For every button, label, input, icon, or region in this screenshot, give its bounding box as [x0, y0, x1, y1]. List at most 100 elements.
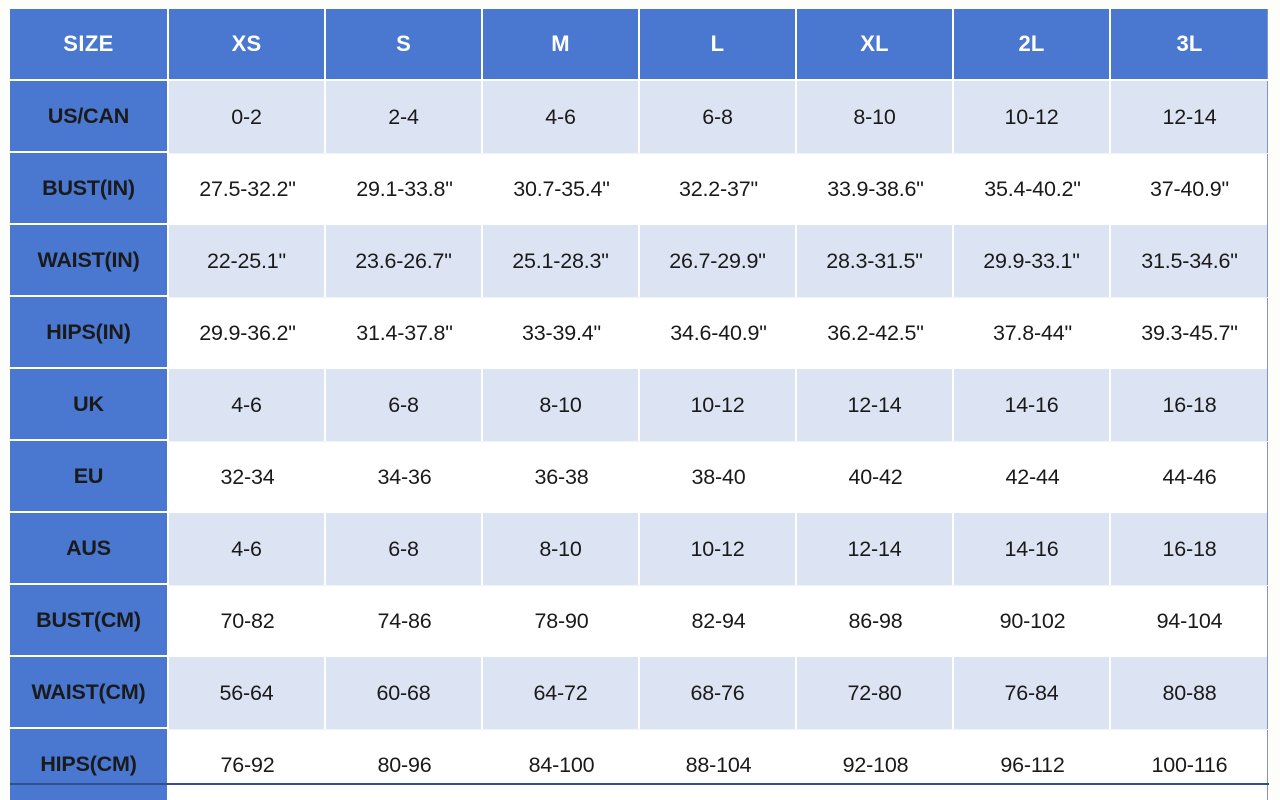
size-chart: SIZE XS S M L XL 2L 3L US/CAN 0-2 2-4 4-6 6-8 8-10 10-…: [10, 9, 1269, 800]
size-chart-body: SIZE XS S M L XL 2L 3L US/CAN 0-2 2-4 4-6 6-8 8-10 10-…: [10, 9, 1268, 800]
cell-4-4: 12-14: [797, 369, 954, 441]
table-bottom-rule: [10, 783, 1269, 785]
cell-9-3: 88-104: [640, 729, 797, 800]
cell-9-4: 92-108: [797, 729, 954, 800]
cell-3-2: 33-39.4": [483, 297, 640, 369]
cell-4-1: 6-8: [326, 369, 483, 441]
row-header-eu: EU: [10, 441, 169, 513]
cell-8-2: 64-72: [483, 657, 640, 729]
cell-1-6: 37-40.9": [1111, 153, 1268, 225]
cell-4-5: 14-16: [954, 369, 1111, 441]
cell-8-4: 72-80: [797, 657, 954, 729]
column-header-xs: XS: [169, 9, 326, 81]
cell-9-1: 80-96: [326, 729, 483, 800]
cell-7-1: 74-86: [326, 585, 483, 657]
row-header-waist-cm: WAIST(CM): [10, 657, 169, 729]
cell-9-6: 100-116: [1111, 729, 1268, 800]
cell-1-2: 30.7-35.4": [483, 153, 640, 225]
cell-3-5: 37.8-44": [954, 297, 1111, 369]
table-row: EU 32-34 34-36 36-38 38-40 40-42 42-44 44-46: [10, 441, 1268, 513]
column-header-3l: 3L: [1111, 9, 1268, 81]
table-row: WAIST(IN) 22-25.1" 23.6-26.7" 25.1-28.3" 26.…: [10, 225, 1268, 297]
column-header-s: S: [326, 9, 483, 81]
cell-7-5: 90-102: [954, 585, 1111, 657]
cell-4-2: 8-10: [483, 369, 640, 441]
table-row: HIPS(CM) 76-92 80-96 84-100 88-104 92-108 96-1…: [10, 729, 1268, 800]
cell-4-6: 16-18: [1111, 369, 1268, 441]
row-header-bust-cm: BUST(CM): [10, 585, 169, 657]
cell-2-1: 23.6-26.7": [326, 225, 483, 297]
size-chart-table: SIZE XS S M L XL 2L 3L US/CAN 0-2 2-4 4-6 6-8 8-10 10-…: [10, 9, 1268, 800]
cell-6-3: 10-12: [640, 513, 797, 585]
row-header-aus: AUS: [10, 513, 169, 585]
cell-6-0: 4-6: [169, 513, 326, 585]
table-row: UK 4-6 6-8 8-10 10-12 12-14 14-16 16-18: [10, 369, 1268, 441]
cell-3-3: 34.6-40.9": [640, 297, 797, 369]
cell-7-3: 82-94: [640, 585, 797, 657]
cell-0-2: 4-6: [483, 81, 640, 153]
cell-2-5: 29.9-33.1": [954, 225, 1111, 297]
cell-1-1: 29.1-33.8": [326, 153, 483, 225]
cell-5-0: 32-34: [169, 441, 326, 513]
cell-0-4: 8-10: [797, 81, 954, 153]
cell-0-3: 6-8: [640, 81, 797, 153]
cell-9-2: 84-100: [483, 729, 640, 800]
cell-5-2: 36-38: [483, 441, 640, 513]
cell-7-6: 94-104: [1111, 585, 1268, 657]
column-header-2l: 2L: [954, 9, 1111, 81]
table-header-row: SIZE XS S M L XL 2L 3L: [10, 9, 1268, 81]
cell-8-0: 56-64: [169, 657, 326, 729]
row-header-waist-in: WAIST(IN): [10, 225, 169, 297]
table-row: AUS 4-6 6-8 8-10 10-12 12-14 14-16 16-18: [10, 513, 1268, 585]
cell-1-5: 35.4-40.2": [954, 153, 1111, 225]
cell-0-5: 10-12: [954, 81, 1111, 153]
column-header-xl: XL: [797, 9, 954, 81]
cell-5-1: 34-36: [326, 441, 483, 513]
cell-2-2: 25.1-28.3": [483, 225, 640, 297]
cell-0-6: 12-14: [1111, 81, 1268, 153]
cell-7-2: 78-90: [483, 585, 640, 657]
cell-3-4: 36.2-42.5": [797, 297, 954, 369]
cell-2-6: 31.5-34.6": [1111, 225, 1268, 297]
column-header-l: L: [640, 9, 797, 81]
cell-2-4: 28.3-31.5": [797, 225, 954, 297]
table-row: WAIST(CM) 56-64 60-68 64-72 68-76 72-80 76-84 8…: [10, 657, 1268, 729]
row-header-hips-in: HIPS(IN): [10, 297, 169, 369]
cell-0-0: 0-2: [169, 81, 326, 153]
cell-4-3: 10-12: [640, 369, 797, 441]
cell-8-3: 68-76: [640, 657, 797, 729]
table-row: HIPS(IN) 29.9-36.2" 31.4-37.8" 33-39.4" 34.6…: [10, 297, 1268, 369]
row-header-us-can: US/CAN: [10, 81, 169, 153]
row-header-hips-cm: HIPS(CM): [10, 729, 169, 800]
row-header-uk: UK: [10, 369, 169, 441]
table-row: BUST(IN) 27.5-32.2" 29.1-33.8" 30.7-35.4" 32…: [10, 153, 1268, 225]
cell-6-4: 12-14: [797, 513, 954, 585]
cell-2-0: 22-25.1": [169, 225, 326, 297]
cell-5-5: 42-44: [954, 441, 1111, 513]
column-header-size: SIZE: [10, 9, 169, 81]
column-header-m: M: [483, 9, 640, 81]
cell-0-1: 2-4: [326, 81, 483, 153]
cell-6-5: 14-16: [954, 513, 1111, 585]
cell-3-0: 29.9-36.2": [169, 297, 326, 369]
cell-8-5: 76-84: [954, 657, 1111, 729]
row-header-bust-in: BUST(IN): [10, 153, 169, 225]
cell-5-3: 38-40: [640, 441, 797, 513]
cell-3-6: 39.3-45.7": [1111, 297, 1268, 369]
cell-2-3: 26.7-29.9": [640, 225, 797, 297]
cell-6-6: 16-18: [1111, 513, 1268, 585]
table-row: US/CAN 0-2 2-4 4-6 6-8 8-10 10-12 12-14: [10, 81, 1268, 153]
cell-4-0: 4-6: [169, 369, 326, 441]
cell-1-3: 32.2-37": [640, 153, 797, 225]
cell-5-4: 40-42: [797, 441, 954, 513]
cell-5-6: 44-46: [1111, 441, 1268, 513]
cell-9-5: 96-112: [954, 729, 1111, 800]
cell-9-0: 76-92: [169, 729, 326, 800]
cell-8-6: 80-88: [1111, 657, 1268, 729]
cell-6-1: 6-8: [326, 513, 483, 585]
cell-6-2: 8-10: [483, 513, 640, 585]
table-row: BUST(CM) 70-82 74-86 78-90 82-94 86-98 90-102 9…: [10, 585, 1268, 657]
cell-1-4: 33.9-38.6": [797, 153, 954, 225]
cell-7-0: 70-82: [169, 585, 326, 657]
cell-8-1: 60-68: [326, 657, 483, 729]
